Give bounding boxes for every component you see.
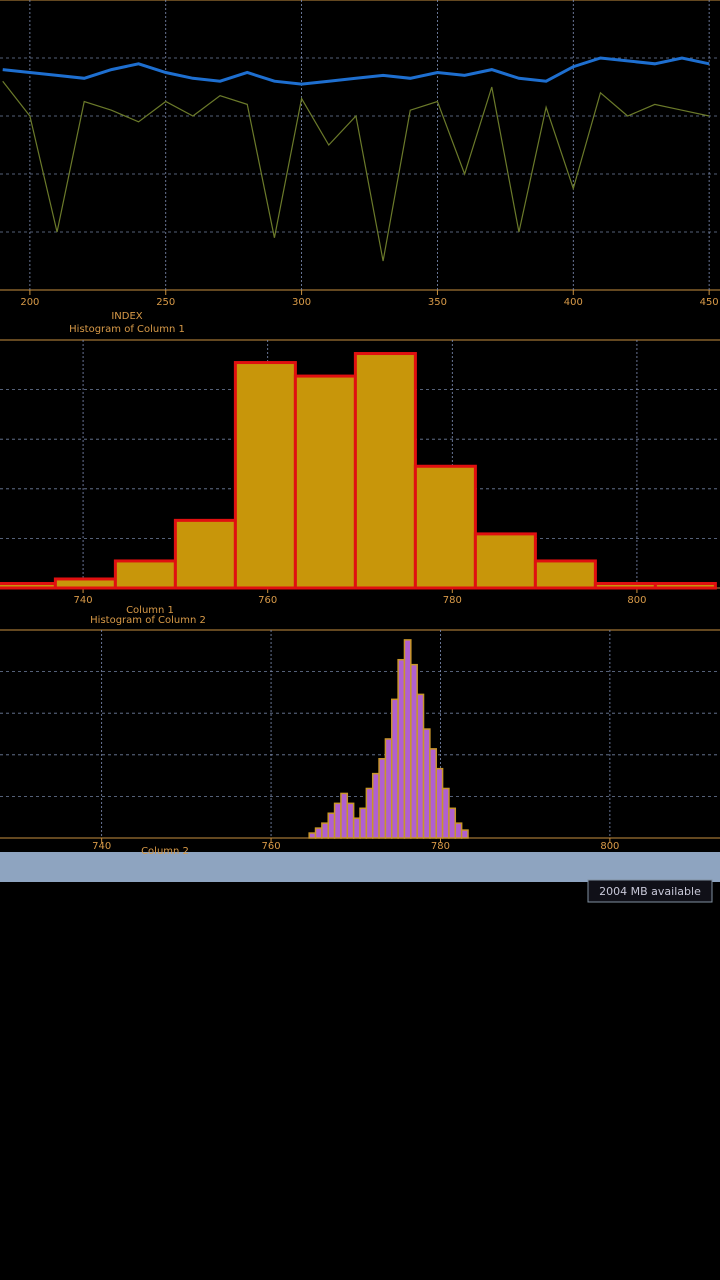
histogram-bar [410,663,418,839]
histogram-bar [173,518,237,590]
histogram-bar [346,802,355,839]
histogram-bar [340,792,349,839]
x-tick-label: 780 [431,841,450,852]
x-axis-label: Column 1 [126,605,174,616]
x-tick-label: 760 [262,841,281,852]
x-tick-label: 350 [428,297,447,308]
histogram-bar [391,698,399,839]
histogram-bar [308,832,317,839]
histogram-bar [435,767,444,839]
x-tick-label: 800 [627,595,646,606]
histogram-bar [321,822,329,839]
histogram-bar [365,787,374,839]
x-tick-label: 740 [74,595,93,606]
histogram-bar [441,787,450,839]
histogram-bar [293,374,357,590]
chart-title: Histogram of Column 1 [69,324,185,335]
x-tick-label: 300 [292,297,311,308]
x-tick-label: 250 [156,297,175,308]
series-line [2,56,710,86]
series-line [2,80,710,262]
histogram-bar [416,693,425,839]
x-tick-label: 800 [600,841,619,852]
histogram-bar [327,812,336,839]
histogram-bar [454,822,463,839]
histogram-bar [460,829,469,839]
x-axis-label: Column 2 [141,846,189,857]
status-band [0,852,720,882]
histogram-bar [113,559,177,590]
histogram-bar [429,748,437,839]
histogram-bar [448,807,457,839]
histogram-bar [413,464,477,590]
x-tick-label: 780 [443,595,462,606]
histogram-bar [333,802,342,839]
histogram-bar [378,758,387,839]
histogram-bar [353,352,417,590]
chart-title: Histogram of Column 2 [90,615,206,626]
histogram-bar [397,658,406,839]
histogram-bar [371,772,380,839]
status-box [587,879,713,903]
histogram-bar [352,817,361,839]
histogram-bar [53,577,117,590]
histogram-bar [653,581,717,590]
x-axis-label: INDEX [111,311,142,322]
histogram-bar [593,581,657,590]
histogram-bar [233,361,297,590]
histogram-bar [0,581,57,590]
x-tick-label: 450 [700,297,719,308]
histogram-bar [359,807,368,839]
x-tick-label: 400 [564,297,583,308]
histogram-bar [384,738,393,839]
x-tick-label: 200 [20,297,39,308]
histogram-bar [403,639,412,839]
x-tick-label: 740 [92,841,111,852]
histogram-bar [422,728,431,839]
x-tick-label: 760 [258,595,277,606]
histogram-bar [473,532,537,590]
histogram-bar [314,827,323,839]
memory-status: 2004 MB available [599,885,701,898]
histogram-bar [533,559,597,590]
